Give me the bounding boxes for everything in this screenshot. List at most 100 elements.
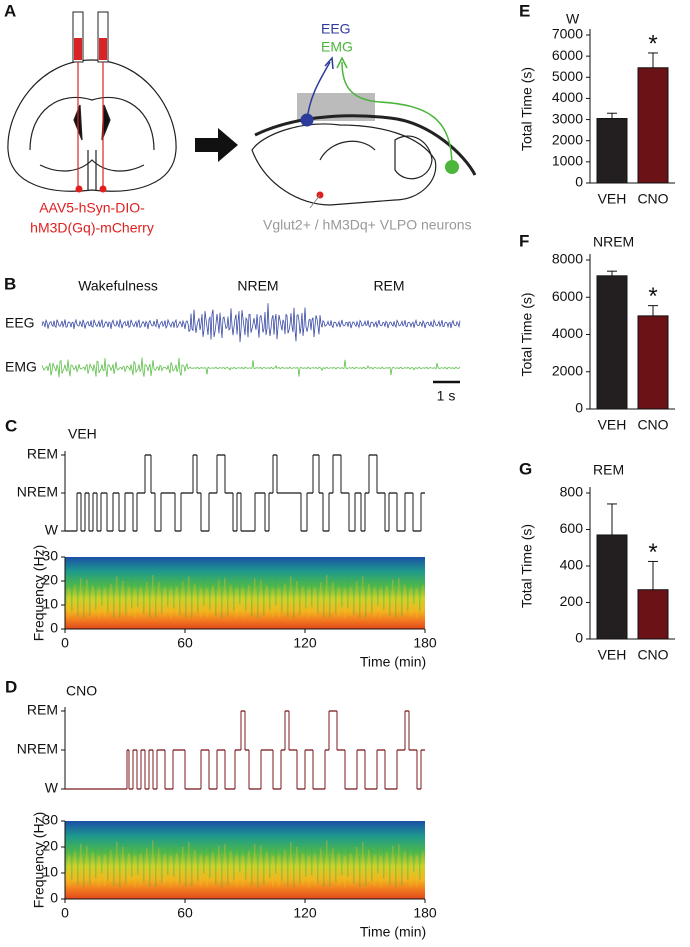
x-tick-label: 0 (61, 635, 69, 651)
spectrogram-streak (278, 588, 280, 618)
spectrogram-streak (377, 576, 379, 606)
y-tick-label: 4000 (552, 325, 583, 341)
spectrogram-streak (164, 854, 166, 886)
spectrogram-streak (122, 581, 124, 610)
spectrogram-streak (104, 588, 106, 618)
eeg-trace (41, 303, 461, 343)
spectrogram-streak (137, 843, 139, 876)
significance-marker: * (648, 283, 657, 310)
spectrogram-streak (380, 855, 382, 888)
spectrogram-streak (359, 589, 361, 619)
spectrogram-streak (116, 842, 118, 874)
spectrogram-streak (110, 583, 112, 613)
spectrogram-streak (368, 849, 370, 882)
viral-label: AAV5-hSyn-DIO- (39, 200, 145, 216)
spectrogram-streak (275, 842, 277, 874)
spectrogram-streak (266, 852, 268, 884)
spectrogram-streak (326, 840, 328, 872)
spectrogram-streak (179, 852, 181, 884)
spectrogram-streak (215, 586, 217, 616)
y-axis-label: Total Time (s) (519, 67, 535, 151)
spectrogram-streak (149, 855, 151, 887)
bar (637, 315, 669, 410)
y-tick-label: NREM (17, 741, 58, 757)
y-tick-label: 0 (575, 174, 583, 190)
spectrogram-streak (260, 579, 262, 609)
spectrogram-streak (389, 853, 391, 885)
spectrogram-streak (134, 589, 136, 619)
neuron-label: Vglut2+ / hM3Dq+ VLPO neurons (263, 217, 472, 233)
spectrogram-streak (83, 589, 85, 619)
spectrogram-streak (410, 855, 412, 887)
spectrogram-streak (398, 843, 400, 876)
spectrogram-streak (74, 584, 76, 614)
spectrogram-streak (341, 578, 343, 607)
spectrogram-streak (173, 845, 175, 877)
spectrogram-streak (272, 855, 274, 888)
spectrogram-streak (143, 584, 145, 614)
spectrogram-streak (353, 585, 355, 615)
spectrogram-streak (278, 855, 280, 887)
spectrogram-streak (137, 578, 139, 607)
spectrogram-streak (311, 843, 313, 876)
spectrogram-streak (92, 585, 94, 615)
y-tick-label: 30 (42, 812, 58, 828)
y-tick-label: 0 (575, 400, 583, 416)
y-tick-label: 8000 (552, 251, 583, 267)
spectrogram-streak (164, 587, 166, 617)
y-tick-label: 1000 (552, 153, 583, 169)
spectrogram-streak (218, 845, 220, 877)
spectrogram-streak (419, 582, 421, 612)
spectrogram-streak (200, 854, 202, 887)
spectrogram-streak (254, 843, 256, 876)
spectrogram-streak (146, 582, 148, 612)
spectrogram-streak (83, 856, 85, 888)
y-tick-label: 800 (560, 484, 584, 500)
spectrogram-streak (218, 579, 220, 609)
spectrogram-streak (263, 586, 265, 616)
spectrogram-streak (65, 840, 67, 872)
spectrogram-streak (374, 588, 376, 618)
spectrogram-streak (194, 849, 196, 882)
spectrogram-streak (179, 585, 181, 615)
significance-marker: * (648, 539, 657, 566)
spectrogram-streak (71, 582, 73, 612)
spectrogram-streak (350, 853, 352, 885)
spectrogram-streak (107, 583, 109, 613)
spectrogram-streak (383, 847, 385, 879)
spectrogram-streak (266, 585, 268, 615)
y-tick-label: 30 (42, 548, 58, 564)
spectrogram-streak (104, 854, 106, 887)
spectrogram-streak (191, 854, 193, 887)
spectrogram-streak (182, 847, 184, 879)
spectrogram-streak (395, 856, 397, 888)
spectrogram-streak (113, 588, 115, 618)
x-tick-label: VEH (598, 191, 627, 207)
spectrogram-streak (209, 581, 211, 610)
spectrogram-streak (329, 588, 331, 618)
spectrogram-streak (356, 847, 358, 879)
spectrogram-streak (221, 589, 223, 619)
spectrogram-streak (107, 849, 109, 882)
y-axis-label: Total Time (s) (519, 292, 535, 376)
bar (596, 118, 628, 184)
charts: C VEH W NREM REM 0 10 20 30 0 60 120 180 Time (min) Fr… (5, 1, 675, 940)
x-tick-label: 0 (61, 905, 69, 921)
spectrogram-streak (413, 840, 415, 872)
y-tick-label: NREM (17, 484, 58, 500)
spectrogram-streak (224, 578, 226, 607)
spectrogram-streak (305, 845, 307, 877)
spectrogram-streak (344, 856, 346, 888)
spectrogram-streak (365, 588, 367, 618)
spectrogram-streak (134, 856, 136, 888)
spectrogram-streak (386, 586, 388, 615)
x-tick-label: 120 (293, 635, 317, 651)
spectrogram-streak (410, 588, 412, 618)
spectrogram-streak (275, 576, 277, 606)
spectrogram-streak (158, 848, 160, 880)
spectrogram-streak (122, 847, 124, 879)
spectrogram-streak (374, 854, 376, 887)
chart-title: VEH (68, 426, 97, 442)
state-label: Wakefulness (78, 278, 158, 294)
spectrogram-streak (203, 576, 205, 606)
